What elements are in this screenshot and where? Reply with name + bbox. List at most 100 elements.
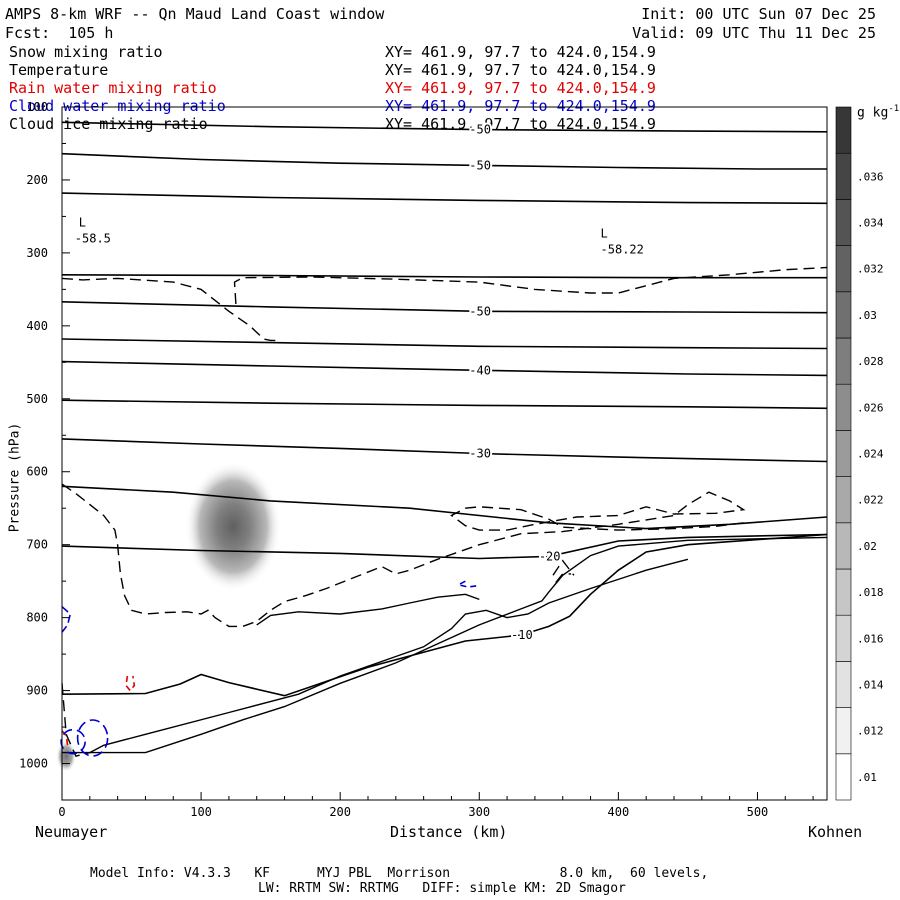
colorbar-tick-label: .01 [857, 771, 877, 784]
y-tick-label: 900 [26, 684, 48, 698]
isotherm-label: -40 [469, 363, 491, 377]
colorbar-segment [835, 245, 852, 293]
colorbar-segment [835, 707, 852, 755]
y-tick-label: 300 [26, 246, 48, 260]
snow-contour-solid [62, 536, 828, 754]
snow-contour-dashed [61, 483, 746, 628]
physics-info: LW: RRTM SW: RRTMG DIFF: simple KM: 2D S… [258, 881, 626, 896]
snow-contour-dashed [555, 573, 572, 584]
colorbar-segment [835, 199, 852, 246]
isotherm-label: -50 [469, 123, 491, 137]
colorbar-unit-base: g kg [857, 105, 889, 121]
y-tick-label: 500 [26, 392, 48, 406]
colorbar-segment [835, 291, 852, 339]
isotherm-label: -10 [511, 628, 533, 642]
colorbar-segment [835, 383, 852, 431]
snow-contour-dashed [61, 277, 278, 342]
colorbar-segment [835, 522, 852, 570]
x-axis-label: Distance (km) [390, 823, 508, 841]
x-tick-label: 300 [468, 805, 490, 819]
snow-contour-solid [89, 558, 689, 754]
temperature-isotherm [61, 121, 828, 133]
cloud-water-contour [456, 580, 480, 588]
snow-contour-dashed [61, 683, 90, 758]
colorbar-tick-label: .024 [857, 448, 884, 461]
x-tick-label: 100 [190, 805, 212, 819]
temperature-isotherm [61, 533, 828, 697]
temperature-isotherm [61, 399, 828, 410]
snow-max-shading [185, 461, 282, 592]
colorbar-tick-label: .018 [857, 586, 884, 599]
y-tick-label: 800 [26, 611, 48, 625]
valid-time: Valid: 09 UTC Thu 11 Dec 25 [632, 24, 876, 42]
colorbar-tick-label: .036 [857, 170, 884, 183]
colorbar-segment [835, 753, 852, 801]
x-start-label: Neumayer [35, 823, 108, 841]
y-tick-label: 1000 [19, 757, 48, 771]
temperature-isotherm [61, 274, 827, 279]
x-tick-label: 200 [329, 805, 351, 819]
colorbar-segment [835, 337, 852, 385]
colorbar-segment [835, 568, 852, 616]
cloud-water-contour [61, 606, 72, 633]
colorbar-tick-label: .026 [857, 401, 884, 414]
y-tick-label: 700 [26, 538, 48, 552]
colorbar-segment [835, 430, 852, 477]
isotherm-label: -30 [469, 447, 491, 461]
temperature-isotherm [61, 152, 827, 170]
low-value: -58.22 [601, 243, 644, 257]
temperature-isotherm [61, 338, 828, 350]
colorbar-tick-label: .014 [857, 679, 884, 692]
x-end-label: Kohnen [808, 823, 863, 841]
colorbar-tick-label: .032 [857, 263, 884, 276]
temperature-isotherm [61, 533, 828, 560]
colorbar-segment [835, 661, 852, 708]
field-name-cloud-water: Cloud water mixing ratio [9, 97, 226, 115]
chart-title: AMPS 8-km WRF -- Qn Maud Land Coast wind… [5, 5, 385, 23]
temperature-isotherm [61, 360, 828, 377]
colorbar-tick-label: .02 [857, 540, 877, 553]
plot-frame [61, 106, 828, 801]
model-info: Model Info: V4.3.3 KF MYJ PBL Morrison 8… [90, 866, 709, 881]
field-name-temperature: Temperature [9, 61, 109, 79]
init-time: Init: 00 UTC Sun 07 Dec 25 [641, 5, 876, 23]
y-tick-label: 200 [26, 173, 48, 187]
low-marker: L [601, 227, 608, 241]
temperature-isotherm [61, 301, 828, 314]
snow-max-shading-surface [56, 740, 77, 773]
cloud-water-contour [76, 719, 109, 757]
isotherm-label: -50 [469, 304, 491, 318]
colorbar-tick-label: .022 [857, 494, 884, 507]
colorbar-tick-label: .012 [857, 725, 884, 738]
y-tick-label: 600 [26, 465, 48, 479]
colorbar-tick-label: .034 [857, 217, 884, 230]
field-xy-temperature: XY= 461.9, 97.7 to 424.0,154.9 [385, 61, 656, 79]
colorbar-tick-label: .028 [857, 355, 884, 368]
field-xy-snow: XY= 461.9, 97.7 to 424.0,154.9 [385, 43, 656, 61]
y-tick-label: 100 [26, 100, 48, 114]
field-name-cloud-ice: Cloud ice mixing ratio [9, 115, 208, 133]
x-tick-label: 500 [747, 805, 769, 819]
field-xy-rain: XY= 461.9, 97.7 to 424.0,154.9 [385, 79, 656, 97]
x-tick-label: 0 [58, 805, 65, 819]
colorbar-unit-exponent: -1 [888, 104, 900, 114]
snow-contour-solid [256, 593, 480, 626]
colorbar-unit: g kg-1 [857, 102, 899, 120]
snow-contour-dashed [233, 266, 828, 305]
forecast-hour: Fcst: 105 h [5, 24, 114, 42]
isotherm-label: -20 [539, 549, 561, 563]
snow-contour-dashed [552, 559, 575, 576]
cloud-water-contour [60, 728, 86, 755]
rain-water-contour [125, 675, 136, 692]
field-name-snow: Snow mixing ratio [9, 43, 163, 61]
field-xy-cloud-water: XY= 461.9, 97.7 to 424.0,154.9 [385, 97, 656, 115]
isotherm-label: -50 [469, 158, 491, 172]
colorbar-segment [835, 106, 852, 154]
x-tick-label: 400 [608, 805, 630, 819]
colorbar-tick-label: .016 [857, 632, 884, 645]
colorbar-tick-label: .03 [857, 309, 877, 322]
colorbar-segment [835, 614, 852, 662]
colorbar-segment [835, 152, 852, 200]
temperature-isotherm [61, 485, 828, 530]
